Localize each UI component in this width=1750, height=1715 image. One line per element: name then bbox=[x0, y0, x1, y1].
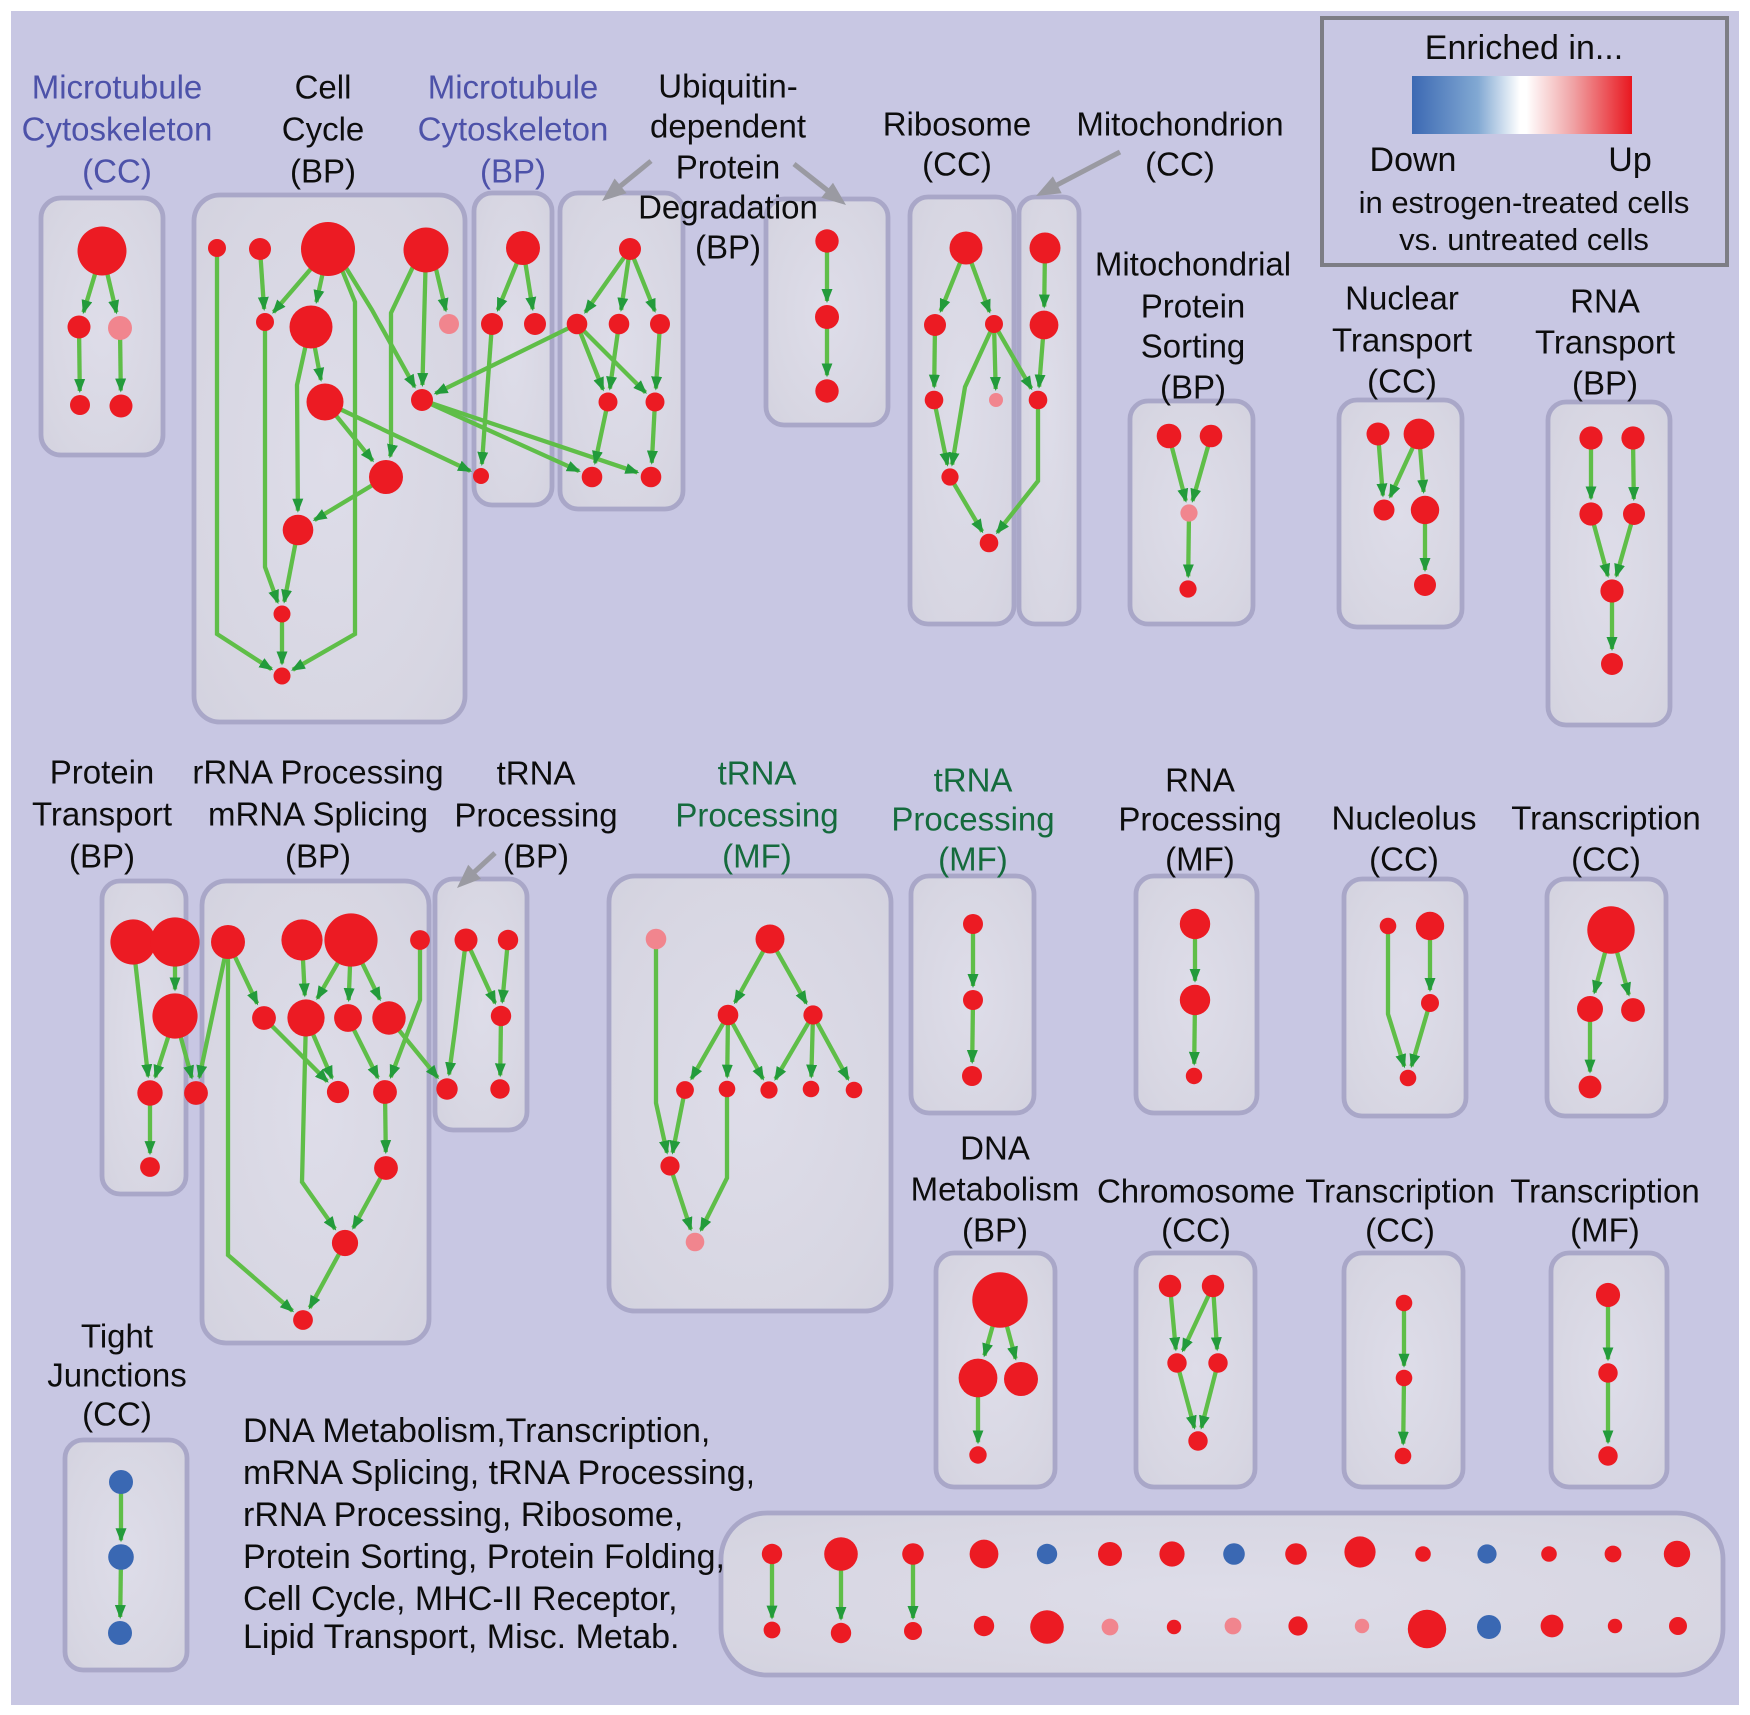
svg-text:Down: Down bbox=[1370, 141, 1457, 179]
svg-text:(CC): (CC) bbox=[1161, 1212, 1231, 1249]
svg-text:Nuclear: Nuclear bbox=[1345, 280, 1459, 317]
svg-text:tRNA: tRNA bbox=[718, 755, 797, 792]
svg-text:Junctions: Junctions bbox=[47, 1357, 186, 1394]
svg-text:Ribosome: Ribosome bbox=[883, 106, 1032, 143]
svg-text:rRNA Processing: rRNA Processing bbox=[192, 754, 443, 791]
svg-text:Transcription: Transcription bbox=[1510, 1173, 1700, 1210]
svg-text:Metabolism: Metabolism bbox=[911, 1171, 1080, 1208]
svg-text:Microtubule: Microtubule bbox=[428, 69, 599, 106]
svg-text:(BP): (BP) bbox=[1572, 365, 1638, 402]
svg-text:Cell Cycle, MHC-II Receptor,: Cell Cycle, MHC-II Receptor, bbox=[243, 1580, 678, 1618]
svg-text:Transport: Transport bbox=[1535, 324, 1675, 361]
svg-text:Transcription: Transcription bbox=[1305, 1173, 1495, 1210]
svg-text:RNA: RNA bbox=[1570, 283, 1640, 320]
svg-text:DNA: DNA bbox=[960, 1130, 1030, 1167]
svg-text:(CC): (CC) bbox=[1365, 1212, 1435, 1249]
svg-text:(BP): (BP) bbox=[962, 1212, 1028, 1249]
svg-text:Protein: Protein bbox=[676, 149, 781, 186]
svg-text:rRNA Processing, Ribosome,: rRNA Processing, Ribosome, bbox=[243, 1496, 683, 1534]
svg-text:tRNA: tRNA bbox=[497, 755, 576, 792]
svg-text:Degradation: Degradation bbox=[638, 189, 818, 226]
svg-text:Nucleolus: Nucleolus bbox=[1332, 800, 1477, 837]
svg-text:Protein Sorting, Protein Foldi: Protein Sorting, Protein Folding, bbox=[243, 1538, 725, 1576]
svg-text:Processing: Processing bbox=[454, 797, 617, 834]
svg-text:Chromosome: Chromosome bbox=[1097, 1173, 1295, 1210]
svg-text:(CC): (CC) bbox=[1367, 363, 1437, 400]
svg-text:Cycle: Cycle bbox=[282, 111, 365, 148]
svg-text:dependent: dependent bbox=[650, 108, 806, 145]
svg-text:(CC): (CC) bbox=[82, 153, 152, 190]
svg-text:Cytoskeleton: Cytoskeleton bbox=[22, 111, 213, 148]
svg-text:Processing: Processing bbox=[891, 801, 1054, 838]
svg-text:(BP): (BP) bbox=[1160, 369, 1226, 406]
svg-text:(BP): (BP) bbox=[503, 838, 569, 875]
svg-text:(BP): (BP) bbox=[695, 229, 761, 266]
svg-text:(MF): (MF) bbox=[722, 838, 792, 875]
svg-text:DNA Metabolism,Transcription,: DNA Metabolism,Transcription, bbox=[243, 1412, 710, 1450]
svg-text:(BP): (BP) bbox=[480, 153, 546, 190]
svg-text:Transcription: Transcription bbox=[1511, 800, 1701, 837]
svg-text:(CC): (CC) bbox=[82, 1396, 152, 1433]
svg-text:tRNA: tRNA bbox=[934, 762, 1013, 799]
svg-text:Enriched in...: Enriched in... bbox=[1425, 29, 1623, 67]
svg-text:Ubiquitin-: Ubiquitin- bbox=[658, 68, 797, 105]
svg-text:Transport: Transport bbox=[32, 796, 172, 833]
svg-text:Up: Up bbox=[1608, 141, 1651, 179]
svg-text:(MF): (MF) bbox=[1570, 1212, 1640, 1249]
svg-text:Transport: Transport bbox=[1332, 322, 1472, 359]
svg-text:(MF): (MF) bbox=[938, 841, 1008, 878]
svg-text:Mitochondrion: Mitochondrion bbox=[1076, 106, 1283, 143]
svg-text:(BP): (BP) bbox=[285, 838, 351, 875]
svg-text:Tight: Tight bbox=[81, 1318, 153, 1355]
svg-text:Microtubule: Microtubule bbox=[32, 69, 203, 106]
svg-text:mRNA Splicing, tRNA Processing: mRNA Splicing, tRNA Processing, bbox=[243, 1454, 755, 1492]
svg-text:RNA: RNA bbox=[1165, 762, 1235, 799]
svg-text:Cell: Cell bbox=[295, 69, 352, 106]
svg-text:Protein: Protein bbox=[1141, 288, 1246, 325]
svg-text:in estrogen-treated cells: in estrogen-treated cells bbox=[1359, 185, 1690, 220]
svg-text:(CC): (CC) bbox=[1571, 841, 1641, 878]
svg-text:(BP): (BP) bbox=[69, 838, 135, 875]
svg-text:Processing: Processing bbox=[675, 797, 838, 834]
svg-text:Sorting: Sorting bbox=[1141, 328, 1246, 365]
svg-text:(CC): (CC) bbox=[1369, 841, 1439, 878]
svg-text:vs. untreated cells: vs. untreated cells bbox=[1399, 222, 1649, 257]
svg-text:Protein: Protein bbox=[50, 754, 155, 791]
svg-text:Mitochondrial: Mitochondrial bbox=[1095, 246, 1291, 283]
svg-text:Lipid Transport, Misc. Metab.: Lipid Transport, Misc. Metab. bbox=[243, 1618, 680, 1656]
svg-text:(BP): (BP) bbox=[290, 153, 356, 190]
svg-text:(CC): (CC) bbox=[1145, 146, 1215, 183]
svg-text:Processing: Processing bbox=[1118, 801, 1281, 838]
svg-text:Cytoskeleton: Cytoskeleton bbox=[418, 111, 609, 148]
svg-text:(CC): (CC) bbox=[922, 146, 992, 183]
svg-text:mRNA Splicing: mRNA Splicing bbox=[208, 796, 428, 833]
svg-text:(MF): (MF) bbox=[1165, 841, 1235, 878]
